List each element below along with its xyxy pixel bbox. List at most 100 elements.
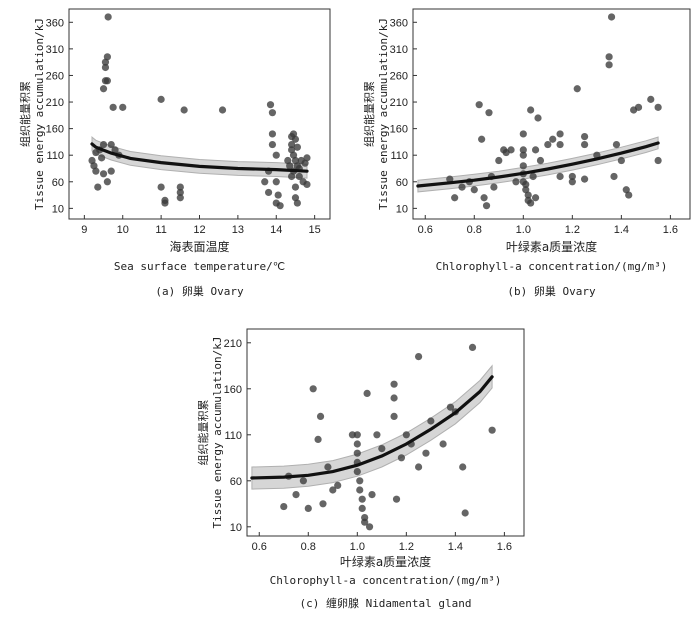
data-point <box>482 202 491 210</box>
data-point <box>161 199 169 207</box>
data-point <box>107 140 115 149</box>
data-point <box>519 151 527 159</box>
data-point <box>272 178 280 186</box>
data-point <box>356 477 364 485</box>
data-point <box>422 449 430 457</box>
data-point <box>329 486 337 494</box>
y-tick-label: 210 <box>390 97 408 109</box>
x-tick-label: 1.6 <box>497 541 512 553</box>
x-tick-label: 13 <box>232 224 244 236</box>
y-tick-label: 360 <box>390 17 408 29</box>
x-tick-label: 1.0 <box>350 541 365 553</box>
data-point <box>488 426 496 434</box>
data-point <box>390 380 398 388</box>
data-point <box>610 172 618 181</box>
data-point <box>309 385 317 393</box>
y-axis-label-en: Tissue energy accumulation/kJ <box>211 336 224 528</box>
data-point <box>402 431 410 439</box>
fit-line <box>250 375 494 480</box>
data-point <box>519 130 527 138</box>
panel-b: 10 60 110 160 210 260 310 360 0.6 0.8 1.0 1.2 1.4 1.6… <box>362 8 691 298</box>
data-point <box>280 502 288 511</box>
x-axis-label-cn: 叶绿素a质量浓度 <box>506 239 597 254</box>
data-point <box>378 445 386 453</box>
data-point <box>654 103 662 111</box>
data-point <box>101 63 110 72</box>
data-point <box>353 431 361 439</box>
y-tick-label: 60 <box>52 177 64 189</box>
data-point <box>218 106 227 114</box>
y-tick-label: 160 <box>46 124 64 136</box>
x-tick-label: 14 <box>270 224 282 236</box>
data-point <box>568 172 576 181</box>
data-point <box>316 412 325 420</box>
x-tick-label: 11 <box>155 224 166 236</box>
data-point <box>268 140 277 149</box>
data-point <box>397 454 406 462</box>
x-tick-label: 1.4 <box>614 224 629 236</box>
y-axis-label-en: Tissue energy accumulation/kJ <box>377 18 390 210</box>
x-tick-label: 10 <box>117 224 129 236</box>
x-tick-label: 0.6 <box>418 224 433 236</box>
data-point <box>573 85 581 93</box>
fit-line <box>416 141 660 188</box>
data-point <box>293 143 301 151</box>
y-tick-label: 210 <box>46 97 64 109</box>
data-point <box>361 518 369 526</box>
data-point <box>531 146 540 154</box>
data-point <box>365 523 374 531</box>
data-point <box>299 477 307 485</box>
data-point <box>314 435 322 443</box>
data-point <box>107 167 115 175</box>
y-tick-label: 10 <box>52 203 64 215</box>
data-point <box>461 509 469 517</box>
data-point <box>276 202 284 210</box>
x-axis-label-en: Chlorophyll-a concentration/(mg/m³) <box>270 574 502 587</box>
x-axis-label-cn: 海表面温度 <box>169 239 229 254</box>
data-point <box>654 156 662 165</box>
data-point <box>531 194 540 202</box>
y-tick-label: 110 <box>390 150 408 162</box>
data-point <box>414 463 423 471</box>
data-point <box>103 53 111 61</box>
data-point <box>176 194 184 202</box>
data-point <box>556 130 564 138</box>
data-point <box>580 132 589 141</box>
y-tick-label: 10 <box>230 522 242 534</box>
data-point <box>99 140 108 149</box>
data-point <box>446 403 455 411</box>
data-point <box>544 140 552 149</box>
data-point <box>99 170 108 178</box>
data-point <box>446 175 454 183</box>
data-point <box>549 135 557 143</box>
data-point <box>358 495 366 503</box>
y-axis-label-cn: 组织能量积累 <box>362 81 376 147</box>
data-point <box>358 504 366 512</box>
data-point <box>534 114 542 122</box>
data-point <box>390 412 398 420</box>
y-tick-label: 110 <box>224 430 242 442</box>
data-point <box>368 491 376 499</box>
data-point <box>176 183 184 191</box>
data-point <box>363 389 371 397</box>
data-point <box>607 13 616 21</box>
data-point <box>268 130 277 138</box>
plot-frame <box>68 8 331 220</box>
data-point <box>157 95 165 103</box>
y-tick-label: 160 <box>390 124 408 136</box>
data-point <box>556 140 564 149</box>
x-tick-label: 0.8 <box>301 541 316 553</box>
data-point <box>157 183 165 191</box>
data-point <box>293 199 301 207</box>
y-tick-label: 60 <box>396 177 408 189</box>
y-tick-label: 260 <box>46 70 64 82</box>
data-point <box>94 183 102 191</box>
data-point <box>475 101 483 109</box>
y-tick-label: 310 <box>390 44 408 56</box>
x-tick-label: 1.6 <box>663 224 678 236</box>
data-point <box>568 178 576 186</box>
data-point <box>104 13 112 21</box>
panel-c: 10 60 110 160 210 0.6 0.8 1.0 1.2 1.4 1.6 组织能量积累 Tis… <box>196 328 525 610</box>
data-point <box>324 463 332 471</box>
